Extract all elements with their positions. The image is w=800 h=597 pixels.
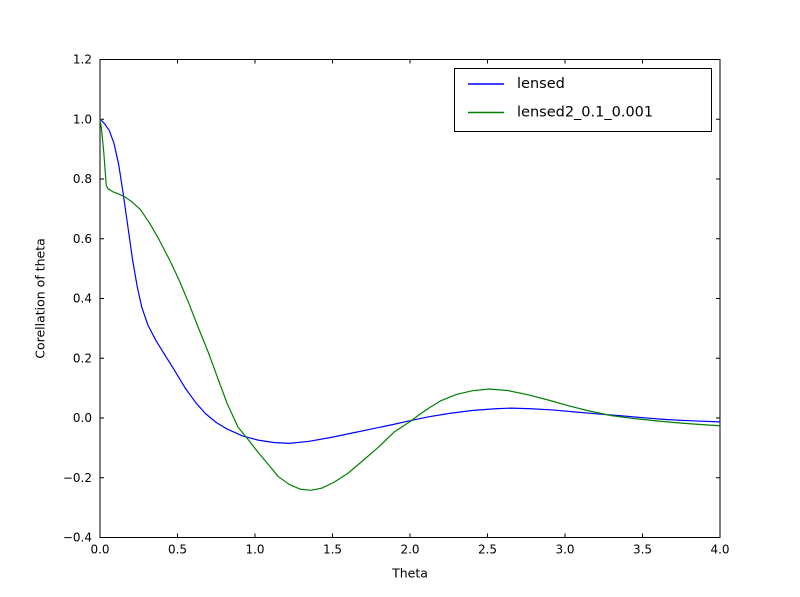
y-tick-label: 0.2 [73,351,92,365]
y-tick-label: 0.4 [73,292,92,306]
x-tick-label: 4.0 [710,542,729,556]
x-tick-label: 2.0 [400,542,419,556]
y-tick-label: 0.0 [73,411,92,425]
x-axis-label: Theta [391,566,428,581]
y-axis-label: Corellation of theta [33,238,48,359]
legend: lensed lensed2_0.1_0.001 [454,68,712,132]
y-tick-label: 1.0 [73,112,92,126]
legend-frame [454,68,712,132]
x-tick-label: 1.5 [323,542,342,556]
legend-label-lensed2_0.1_0.001: lensed2_0.1_0.001 [517,105,653,121]
x-tick-label: 3.5 [633,542,652,556]
x-tick-label: 2.5 [478,542,497,556]
x-tick-label: 0.5 [168,542,187,556]
x-tick-label: 1.0 [245,542,264,556]
series-line-lensed2_0.1_0.001 [99,118,721,491]
axes-frame [99,59,721,538]
y-tick-label: −0.4 [63,531,92,545]
y-tick-label: −0.2 [63,471,92,485]
y-tick-label: 0.6 [73,232,92,246]
legend-label-lensed: lensed [517,76,565,92]
x-tick-label: 0.0 [90,542,109,556]
y-tick-label: 1.2 [73,53,92,67]
y-tick-label: 0.8 [73,172,92,186]
x-tick-label: 3.0 [555,542,574,556]
series-line-lensed [99,118,721,444]
